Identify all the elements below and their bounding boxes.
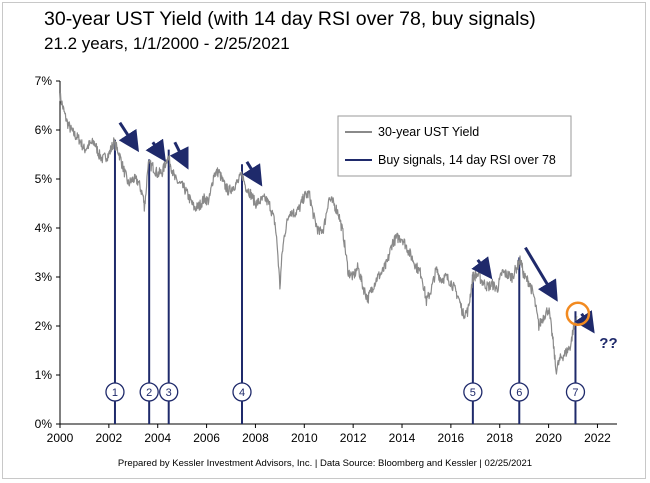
chart-title: 30-year UST Yield (with 14 day RSI over … <box>44 8 536 30</box>
question-annotation: ?? <box>599 335 617 352</box>
x-tick-label: 2010 <box>291 431 318 445</box>
y-tick-label: 1% <box>35 368 53 382</box>
axes: 0% 1% 2% 3% 4% 5% 6% 7% 2000 2002 2004 2006 2008 2010… <box>35 74 617 445</box>
x-tick-label: 2000 <box>47 431 74 445</box>
legend-label-signals: Buy signals, 14 day RSI over 78 <box>378 153 556 167</box>
buy-signal-number: 6 <box>516 387 522 399</box>
buy-signal-number: 2 <box>146 387 152 399</box>
buy-signal-number: 4 <box>239 387 245 399</box>
x-tick-label: 2020 <box>535 431 562 445</box>
x-tick-label: 2016 <box>438 431 465 445</box>
x-tick-label: 2002 <box>96 431 123 445</box>
chart-subtitle: 21.2 years, 1/1/2000 - 2/25/2021 <box>44 34 290 53</box>
buy-signal-marker <box>509 382 529 402</box>
chart-footnote: Prepared by Kessler Investment Advisors,… <box>117 458 533 469</box>
yield-line-layer <box>59 92 578 375</box>
buy-signal-marker <box>463 382 483 402</box>
legend-label-yield: 30-year UST Yield <box>378 125 479 139</box>
y-tick-label: 4% <box>35 221 53 235</box>
buy-signal-marker <box>105 382 125 402</box>
buy-signal-marker <box>159 382 179 402</box>
trend-arrow <box>145 138 166 162</box>
yield-line <box>59 92 578 375</box>
x-tick-label: 2018 <box>486 431 513 445</box>
y-tick-label: 0% <box>35 417 53 431</box>
x-tick-label: 2006 <box>193 431 220 445</box>
x-tick-label: 2008 <box>242 431 269 445</box>
legend-box <box>337 115 572 177</box>
buy-signal-number: 3 <box>166 387 172 399</box>
buy-signal-number: 1 <box>112 387 118 399</box>
buy-signal-marker <box>139 382 159 402</box>
annotation-layer: ?? <box>118 121 618 352</box>
trend-arrow <box>471 256 493 280</box>
y-tick-label: 3% <box>35 270 53 284</box>
chart-frame <box>2 2 646 479</box>
buy-signal-marker <box>565 382 586 402</box>
y-tick-label: 7% <box>35 74 53 88</box>
buy-signal-number: 7 <box>572 387 578 399</box>
buy-signal-marker <box>232 382 252 402</box>
x-tick-label: 2014 <box>389 431 416 445</box>
trend-arrow <box>242 161 263 187</box>
x-tick-label: 2004 <box>144 431 171 445</box>
legend: 30-year UST Yield Buy signals, 14 day RS… <box>337 115 572 177</box>
trend-arrow <box>524 246 558 302</box>
buy-signal-layer: 1 2 3 4 5 6 7 <box>105 139 586 424</box>
y-tick-label: 2% <box>35 319 53 333</box>
trend-arrow <box>169 141 189 170</box>
trend-arrow <box>118 121 139 153</box>
buy-signal-number: 5 <box>470 387 476 399</box>
y-tick-label: 5% <box>35 172 53 186</box>
x-tick-label: 2022 <box>584 431 611 445</box>
highlight-circle <box>565 301 591 326</box>
x-tick-label: 2012 <box>340 431 367 445</box>
y-tick-label: 6% <box>35 123 53 137</box>
